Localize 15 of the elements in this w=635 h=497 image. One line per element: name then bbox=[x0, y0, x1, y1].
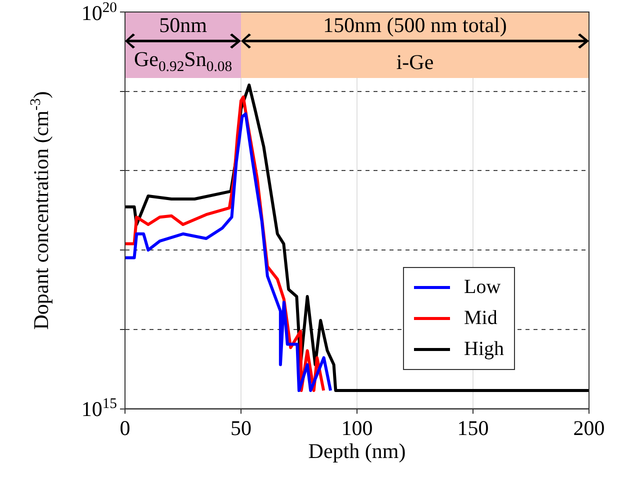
x-tick-label: 100 bbox=[341, 416, 373, 440]
annotation: 50nm bbox=[159, 12, 207, 36]
y-tick-label: 10$^{15}$ bbox=[81, 396, 117, 422]
legend-label: Low bbox=[464, 276, 501, 299]
band-label: Ge$_{0.92}$Sn$_{0.08}$ bbox=[134, 47, 232, 76]
legend-label: Mid bbox=[464, 306, 498, 330]
y-tick-label: 10$^{20}$ bbox=[81, 0, 117, 24]
x-tick-label: 200 bbox=[573, 416, 605, 440]
x-axis-title: Depth (nm) bbox=[308, 439, 406, 464]
x-tick-label: 50 bbox=[230, 416, 252, 440]
band-label: i-Ge bbox=[396, 50, 434, 74]
x-tick-label: 0 bbox=[120, 416, 130, 440]
x-tick-label: 150 bbox=[457, 416, 489, 440]
legend-label: High bbox=[464, 338, 504, 361]
annotation: 150nm (500 nm total) bbox=[323, 12, 507, 36]
